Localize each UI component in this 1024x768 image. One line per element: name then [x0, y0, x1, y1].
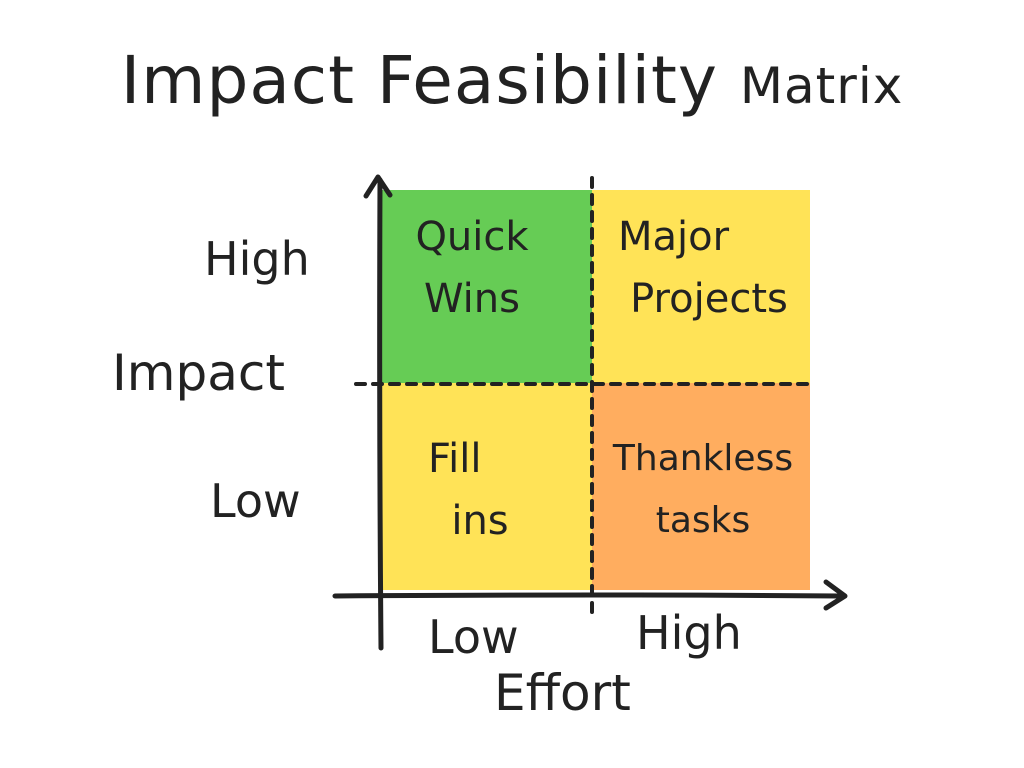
quadrant-fill-ins — [382, 383, 592, 590]
diagram-title: Impact Feasibility Matrix — [0, 42, 1024, 119]
x-axis-line — [332, 592, 843, 599]
x-axis-low-label: Low — [428, 610, 519, 664]
x-axis-arrowhead — [823, 579, 848, 611]
quadrant-quick-wins — [382, 190, 592, 383]
major-projects-line2: Projects — [630, 276, 788, 322]
major-projects-line1: Major — [618, 214, 730, 260]
quadrant-label-thankless-tasks: Thankless tasks — [596, 428, 810, 552]
quadrant-major-projects — [592, 190, 810, 383]
diagram-title-suffix: Matrix — [739, 57, 904, 115]
y-axis-title: Impact — [112, 344, 285, 402]
y-axis-low-label: Low — [210, 474, 301, 528]
quick-wins-line1: Quick — [415, 214, 529, 260]
y-axis-arrowhead — [363, 174, 393, 199]
diagram-title-main: Impact Feasibility — [120, 42, 718, 119]
fill-ins-line1: Fill — [428, 436, 482, 482]
quadrant-label-quick-wins: Quick Wins — [382, 206, 562, 330]
quadrant-label-fill-ins: Fill ins — [410, 428, 550, 552]
x-axis-high-label: High — [636, 606, 742, 660]
y-axis-high-label: High — [204, 232, 310, 286]
quadrant-label-major-projects: Major Projects — [604, 206, 814, 330]
fill-ins-line2: ins — [451, 498, 509, 544]
x-axis-title: Effort — [494, 664, 631, 722]
quick-wins-line2: Wins — [424, 276, 520, 322]
thankless-tasks-line1: Thankless — [612, 438, 794, 479]
y-axis-line — [377, 177, 384, 651]
quadrant-thankless-tasks — [592, 383, 810, 590]
thankless-tasks-line2: tasks — [655, 500, 751, 541]
